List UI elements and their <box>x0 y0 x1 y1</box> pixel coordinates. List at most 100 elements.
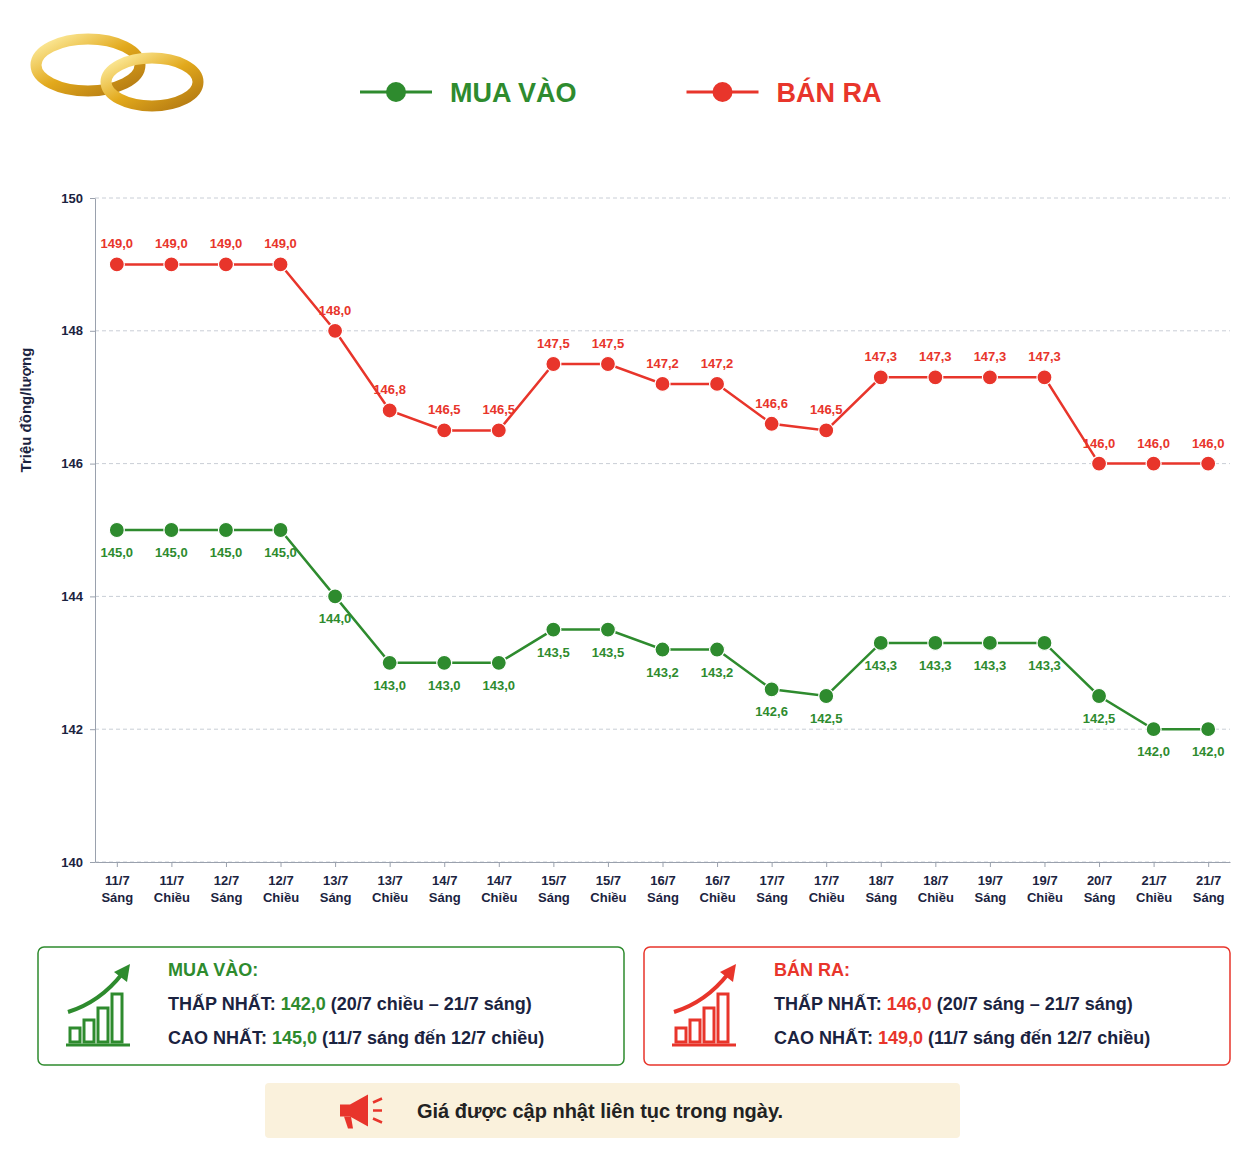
x-tick-mark <box>663 862 664 867</box>
series-point <box>764 416 779 431</box>
data-label: 142,0 <box>1192 744 1225 759</box>
x-tick-label: 21/7Sáng <box>1193 873 1225 905</box>
y-tick-mark <box>90 464 95 465</box>
x-tick: 11/7Sáng <box>101 862 133 905</box>
x-axis: 11/7Sáng11/7Chiều12/7Sáng12/7Chiều13/7Sá… <box>96 862 1231 905</box>
x-tick-label-line: Sáng <box>647 890 679 905</box>
data-label: 143,0 <box>483 678 516 693</box>
series-point <box>873 370 888 385</box>
megaphone-body <box>340 1095 368 1127</box>
y-tick: 150 <box>61 191 95 206</box>
x-tick-mark <box>499 862 500 867</box>
x-tick-label: 12/7Sáng <box>211 873 243 905</box>
x-tick-label: 17/7Chiều <box>809 873 845 905</box>
note-text: Giá được cập nhật liên tục trong ngày. <box>417 1100 783 1122</box>
x-tick-label-line: Sáng <box>429 890 461 905</box>
y-tick-label: 140 <box>61 855 83 870</box>
summary-title: MUA VÀO: <box>168 959 258 980</box>
x-tick-label: 16/7Chiều <box>700 873 736 905</box>
x-tick-mark <box>717 862 718 867</box>
x-tick-label-line: 19/7 <box>1032 873 1057 888</box>
series-point <box>764 682 779 697</box>
data-label: 142,5 <box>810 711 843 726</box>
summary-label: CAO NHẤT: <box>774 1027 873 1048</box>
y-tick-label: 150 <box>61 191 83 206</box>
x-tick-label: 21/7Chiều <box>1136 873 1172 905</box>
y-tick: 140 <box>61 855 95 870</box>
series-point <box>1037 635 1052 650</box>
data-label: 147,3 <box>919 349 952 364</box>
summary-box: MUA VÀO:THẤP NHẤT:142,0(20/7 chiều – 21/… <box>38 947 624 1065</box>
x-tick: 12/7Sáng <box>211 862 243 905</box>
y-axis: 140142144146148150 <box>61 191 95 870</box>
x-tick-label: 14/7 Sáng <box>429 873 461 905</box>
x-tick-label: 11/7Chiều <box>154 873 190 905</box>
data-label: 149,0 <box>155 236 188 251</box>
x-tick: 15/7Chiều <box>590 862 626 905</box>
data-label: 149,0 <box>210 236 243 251</box>
series-point <box>1201 456 1216 471</box>
x-tick-label: 11/7Sáng <box>101 873 133 905</box>
data-label: 142,6 <box>755 704 788 719</box>
plot-area <box>109 257 1215 737</box>
x-tick-label-line: Chiều <box>372 890 408 905</box>
summary-row: CAO NHẤT:149,0(11/7 sáng đến 12/7 chiều) <box>774 1027 1150 1048</box>
x-tick-label: 18/7Sáng <box>865 873 897 905</box>
x-tick-label-line: 21/7 <box>1196 873 1221 888</box>
summary-box: BÁN RA:THẤP NHẤT:146,0(20/7 sáng – 21/7 … <box>644 947 1230 1065</box>
series-point <box>710 376 725 391</box>
x-tick-label-line: Chiều <box>154 890 190 905</box>
y-tick-mark <box>90 331 95 332</box>
x-tick-label-line: Chiều <box>263 890 299 905</box>
icon-bar <box>704 1008 714 1042</box>
data-label: 147,3 <box>1028 349 1061 364</box>
data-labels: 145,0145,0145,0145,0144,0143,0143,0143,0… <box>101 236 1225 759</box>
series-point <box>218 523 233 538</box>
x-tick-label-line: 21/7 <box>1141 873 1166 888</box>
x-tick-label-line: 15/7 <box>541 873 566 888</box>
summary-frame <box>644 947 1230 1065</box>
x-tick-label-line: Chiều <box>1027 890 1063 905</box>
x-tick-label-line: 20/7 <box>1087 873 1112 888</box>
megaphone-wave <box>373 1119 382 1123</box>
legend-marker <box>386 82 406 102</box>
x-tick-label-line: Sáng <box>101 890 133 905</box>
x-tick: 16/7Sáng <box>647 862 679 905</box>
x-tick-label-line: 12/7 <box>268 873 293 888</box>
x-tick-label: 12/7 Chiều <box>263 873 299 905</box>
x-tick-label: 19/7Sáng <box>975 873 1007 905</box>
x-tick: 13/7 Chiều <box>372 862 408 905</box>
x-tick: 21/7Sáng <box>1193 862 1225 905</box>
x-tick-label: 20/7Sáng <box>1084 873 1116 905</box>
y-tick: 146 <box>61 456 95 471</box>
summary-value: 142,0 <box>281 994 326 1014</box>
series-point <box>928 635 943 650</box>
series-point <box>328 323 343 338</box>
x-tick-mark <box>1208 862 1209 867</box>
x-tick-mark <box>881 862 882 867</box>
data-label: 143,5 <box>537 645 570 660</box>
x-tick: 12/7 Chiều <box>263 862 299 905</box>
summary-label: THẤP NHẤT: <box>774 993 882 1014</box>
x-tick: 14/7Chiều <box>481 862 517 905</box>
icon-arrow <box>674 974 728 1012</box>
x-tick-mark <box>226 862 227 867</box>
series-point <box>109 523 124 538</box>
x-tick: 11/7Chiều <box>154 862 190 905</box>
data-label: 143,0 <box>428 678 461 693</box>
x-tick-label-line: 19/7 <box>978 873 1003 888</box>
x-tick-label-line: 14/7 <box>432 873 457 888</box>
x-tick-label-line: 12/7 <box>214 873 239 888</box>
legend: MUA VÀOBÁN RA <box>360 77 882 108</box>
x-tick-label-line: 13/7 <box>378 873 403 888</box>
x-tick-label-line: Chiều <box>481 890 517 905</box>
x-tick-label-line: Sáng <box>756 890 788 905</box>
legend-item: MUA VÀO <box>360 77 577 108</box>
data-label: 145,0 <box>155 545 188 560</box>
y-tick: 144 <box>61 589 95 604</box>
series-point <box>982 635 997 650</box>
series-point <box>164 523 179 538</box>
data-label: 143,5 <box>592 645 625 660</box>
x-tick-label-line: 13/7 <box>323 873 348 888</box>
data-label: 143,2 <box>701 665 734 680</box>
